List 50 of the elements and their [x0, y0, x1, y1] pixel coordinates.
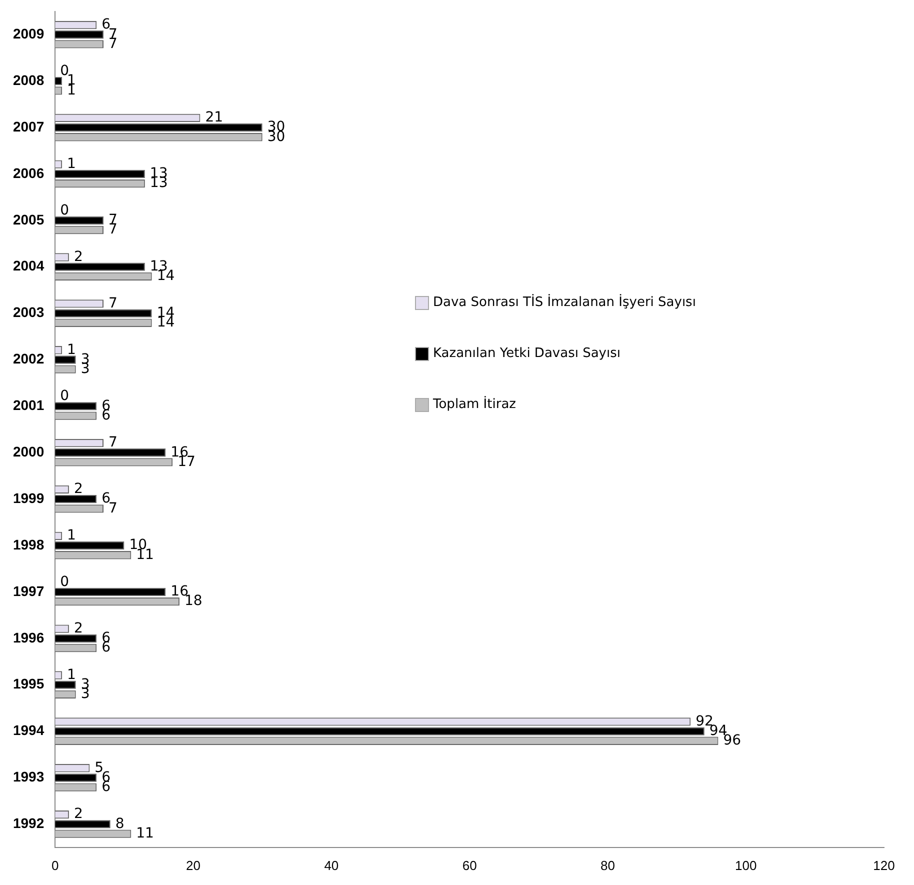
data-label: 7: [108, 222, 118, 238]
data-label: 1: [67, 156, 76, 172]
x-tick-label: 80: [600, 858, 615, 873]
data-label: 11: [136, 825, 154, 842]
data-label: 6: [102, 16, 111, 33]
data-label: 1: [67, 666, 76, 683]
y-tick-label: 2009: [12, 25, 44, 42]
y-tick-label: 2000: [12, 443, 44, 460]
y-tick-label: 1996: [12, 629, 44, 646]
y-tick-label: 1999: [12, 490, 44, 506]
y-tick-label: 2004: [12, 258, 44, 274]
legend-label: Toplam İtiraz: [433, 397, 516, 412]
data-label: 0: [60, 574, 70, 590]
data-label: 6: [102, 490, 111, 507]
y-tick-label: 2003: [12, 304, 44, 320]
y-tick-label: 1992: [12, 815, 44, 832]
data-label: 2: [74, 620, 83, 636]
y-tick-label: 1998: [12, 536, 44, 552]
x-tick-label: 60: [462, 858, 477, 873]
legend-label: Dava Sonrası TİS İmzalanan İşyeri Sayısı: [433, 295, 696, 310]
data-label: 0: [60, 388, 70, 404]
data-label: 8: [115, 816, 124, 832]
x-tick-label: 100: [735, 858, 757, 873]
data-label: 2: [74, 806, 83, 822]
data-label: 1: [67, 342, 76, 358]
legend-label: Kazanılan Yetki Davası Sayısı: [433, 346, 620, 361]
data-label: 7: [108, 434, 118, 451]
y-tick-label: 2006: [12, 164, 44, 181]
y-tick-label: 1995: [12, 676, 44, 692]
x-tick-label: 0: [52, 858, 59, 873]
x-tick-label: 40: [324, 858, 339, 873]
data-label: 7: [108, 295, 118, 312]
y-tick-label: 2005: [12, 211, 44, 228]
y-tick-label: 2002: [12, 350, 44, 367]
y-tick-label: 1993: [12, 768, 44, 785]
x-tick-label: 20: [186, 858, 201, 873]
y-tick-label: 1994: [12, 722, 44, 738]
data-label: 1: [67, 528, 76, 544]
data-label: 2: [74, 481, 83, 498]
data-label: 2: [74, 248, 83, 265]
data-label: 0: [60, 202, 70, 218]
data-label: 7: [108, 500, 118, 516]
data-label: 0: [60, 63, 70, 80]
x-tick-label: 120: [873, 858, 895, 873]
y-tick-label: 2001: [12, 397, 44, 414]
data-label: 21: [205, 110, 224, 126]
y-tick-label: 1997: [12, 582, 44, 599]
y-tick-label: 2008: [12, 72, 44, 88]
data-label: 5: [94, 760, 104, 776]
y-tick-label: 2007: [12, 118, 44, 134]
